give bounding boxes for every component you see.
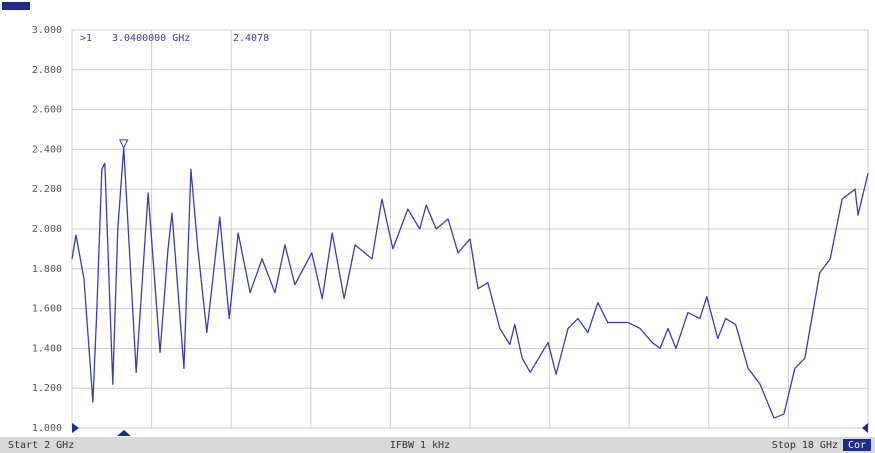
status-bar xyxy=(0,437,875,453)
marker-id: >1 xyxy=(80,33,92,44)
reference-arrow xyxy=(72,423,79,433)
y-tick-label: 1.800 xyxy=(32,264,62,275)
marker-frequency: 3.0400000 GHz xyxy=(112,33,190,44)
marker-triangle xyxy=(118,139,129,149)
marker-value: 2.4078 xyxy=(233,33,269,44)
start-frequency: Start 2 GHz xyxy=(8,440,74,451)
trace-badge xyxy=(2,2,30,10)
ifbw: IFBW 1 kHz xyxy=(390,440,450,451)
y-tick-label: 1.600 xyxy=(32,304,62,315)
y-tick-label: 2.200 xyxy=(32,184,62,195)
stop-frequency: Stop 18 GHz xyxy=(772,440,838,451)
y-tick-label: 3.000 xyxy=(32,25,62,36)
trace-line xyxy=(71,146,869,419)
reference-arrow-right xyxy=(862,423,868,433)
marker-position-arrow xyxy=(117,430,131,436)
y-tick-label: 1.000 xyxy=(32,423,62,434)
y-tick-label: 2.000 xyxy=(32,224,62,235)
y-tick-label: 2.600 xyxy=(32,105,62,116)
y-tick-label: 1.200 xyxy=(32,383,62,394)
status-box xyxy=(843,439,871,451)
y-tick-label: 2.800 xyxy=(32,65,62,76)
y-tick-label: 2.400 xyxy=(32,144,62,155)
y-tick-label: 1.400 xyxy=(32,343,62,354)
correction-status: Cor xyxy=(848,440,866,451)
plot: 1.000 1.200 1.400 1.600 1.800 2.000 2.200 2.400… xyxy=(32,25,869,434)
